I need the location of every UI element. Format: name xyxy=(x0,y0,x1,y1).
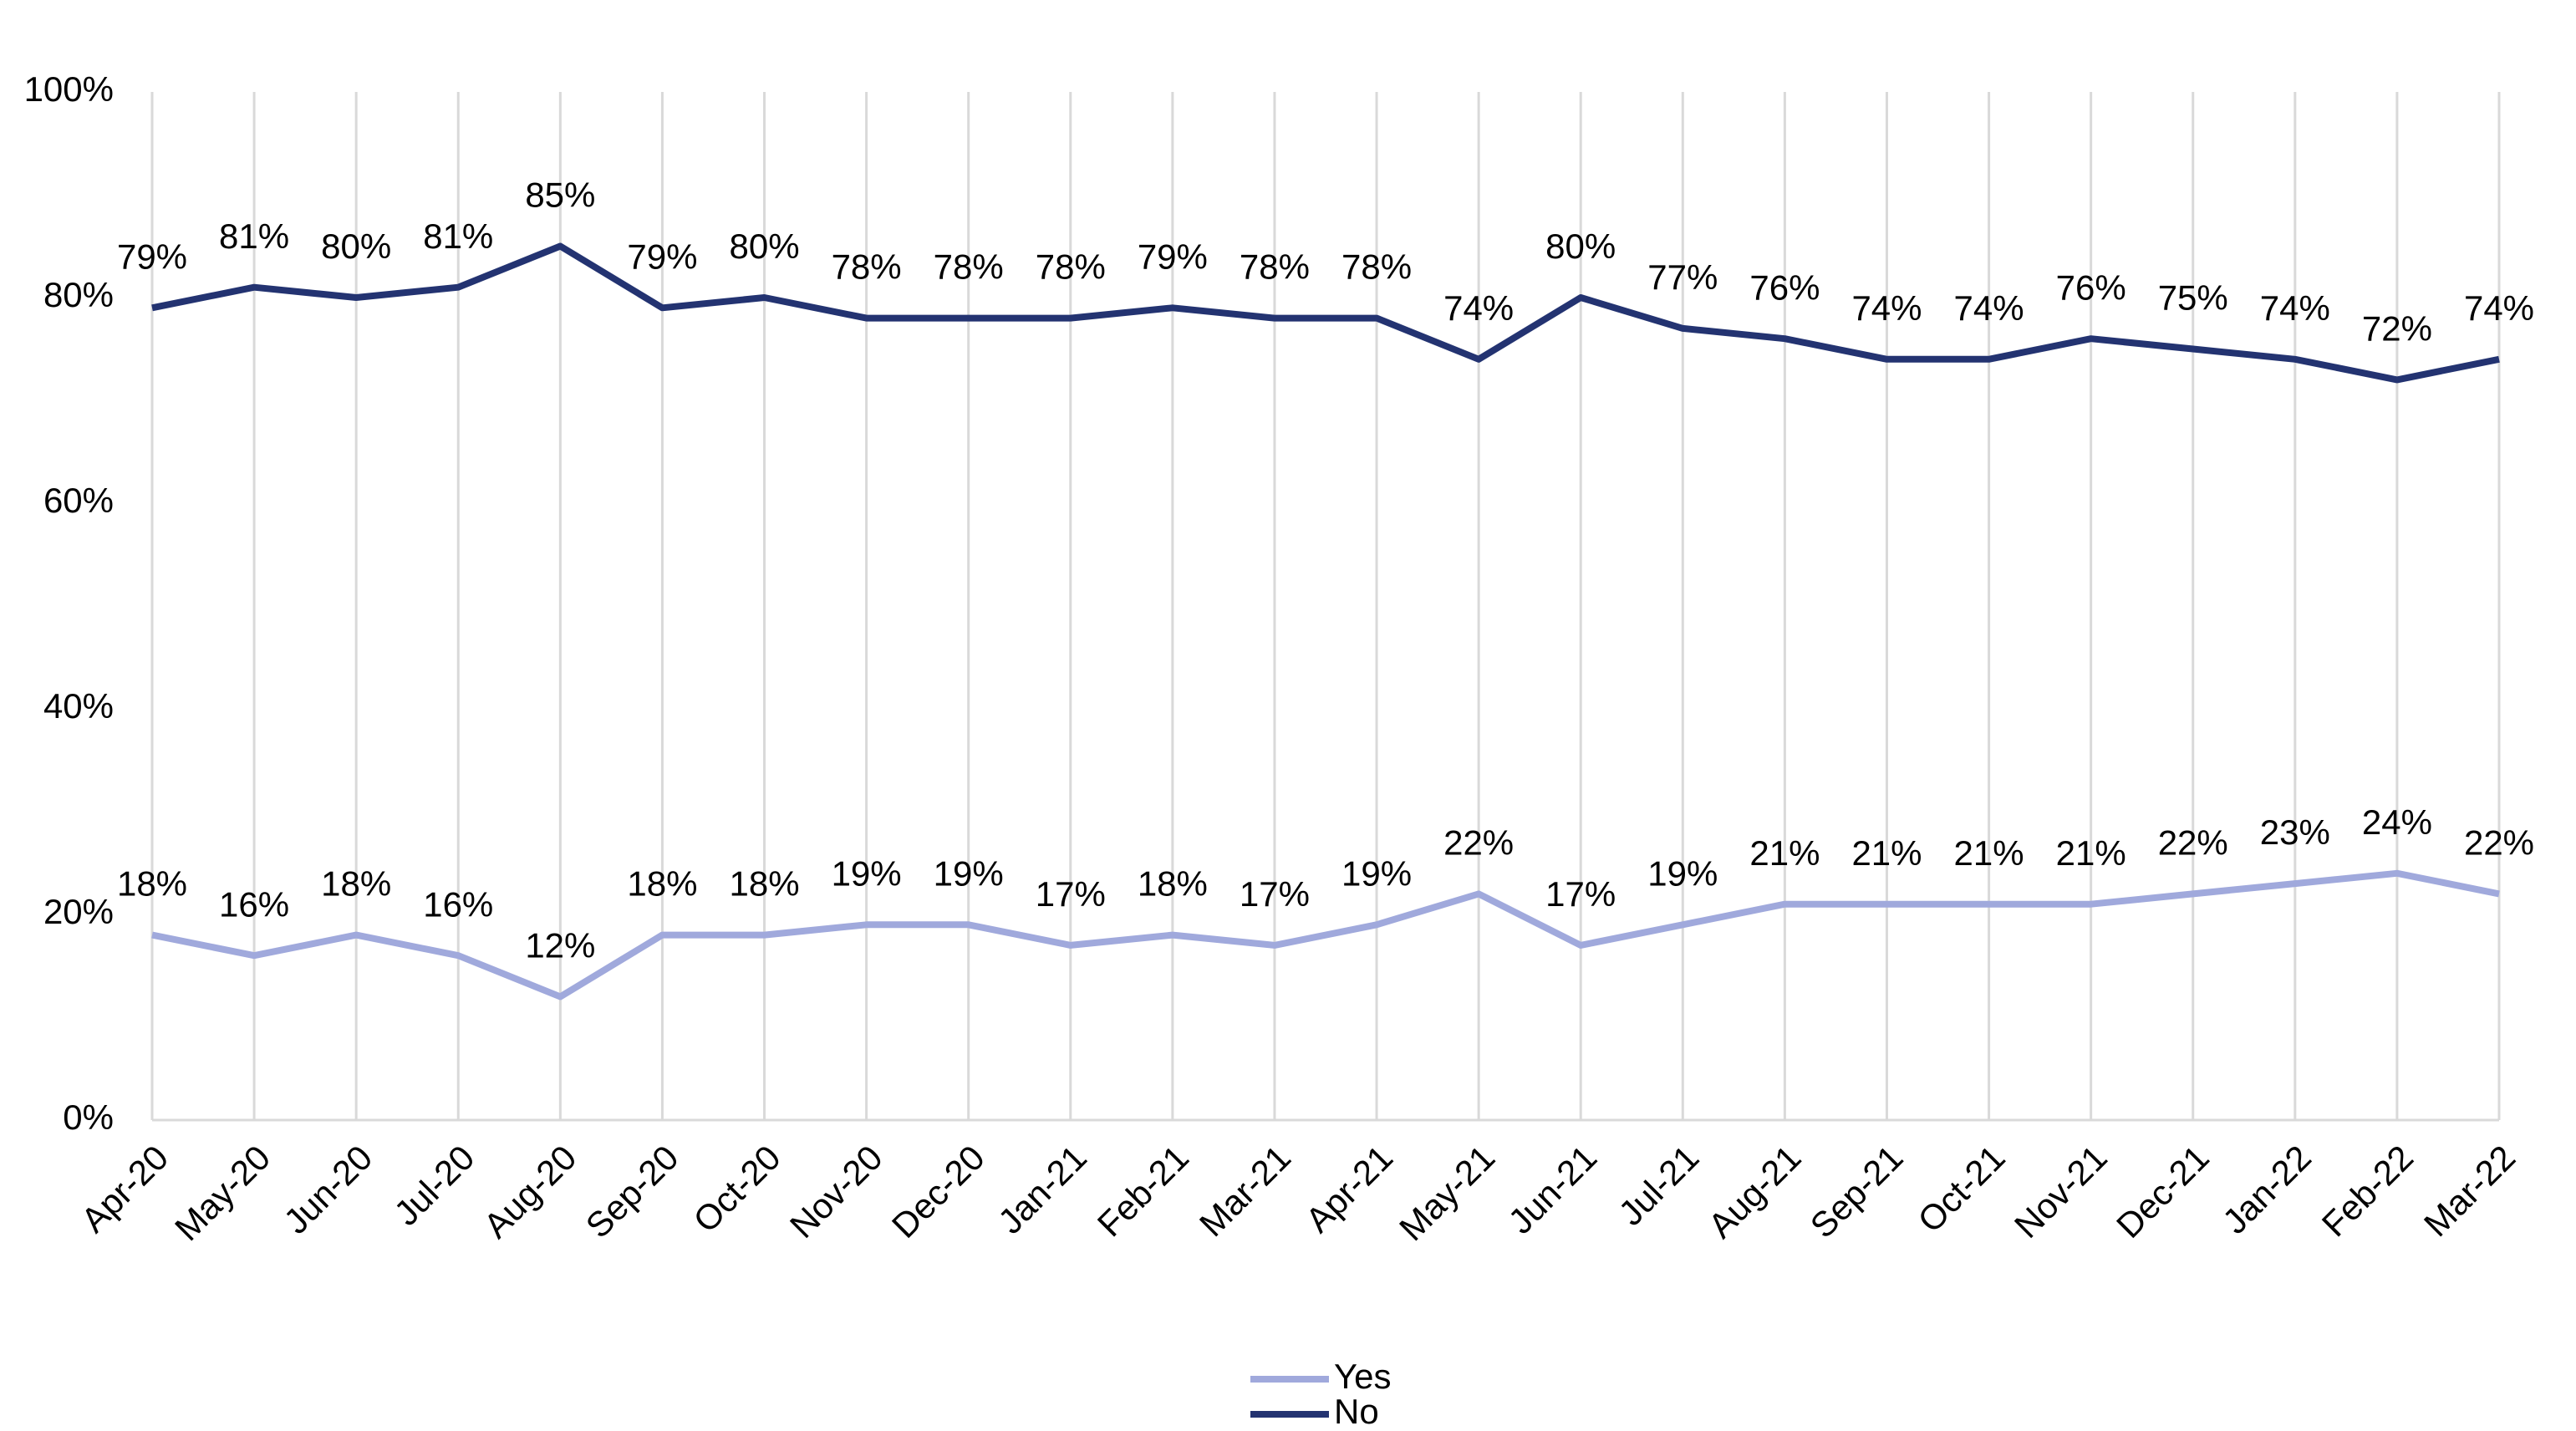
data-label: 19% xyxy=(1341,853,1412,893)
data-label: 24% xyxy=(2362,802,2432,842)
legend-label: Yes xyxy=(1334,1357,1392,1396)
data-label: 81% xyxy=(219,216,289,256)
data-label: 74% xyxy=(1851,288,1922,328)
x-tick-label: Aug-20 xyxy=(476,1138,584,1245)
data-label: 16% xyxy=(423,884,493,924)
data-label: 23% xyxy=(2260,812,2330,852)
y-tick-label: 60% xyxy=(43,481,114,520)
series-line xyxy=(151,242,2500,384)
x-tick-label: Mar-22 xyxy=(2416,1138,2523,1244)
x-tick-label: Oct-21 xyxy=(1910,1138,2012,1240)
x-tick-label: Aug-21 xyxy=(1701,1138,1809,1245)
data-label: 17% xyxy=(1036,874,1106,914)
x-tick-label: Apr-20 xyxy=(74,1138,176,1240)
x-tick-label: Oct-20 xyxy=(685,1138,787,1240)
data-label: 74% xyxy=(1443,288,1514,328)
data-label: 78% xyxy=(1036,247,1106,287)
data-label: 76% xyxy=(1749,267,1820,307)
data-label: 22% xyxy=(2464,822,2534,862)
x-tick-label: Jun-20 xyxy=(276,1138,379,1241)
data-label: 78% xyxy=(934,247,1004,287)
x-tick-label: Jun-21 xyxy=(1500,1138,1604,1241)
data-label: 18% xyxy=(627,864,697,904)
data-label: 21% xyxy=(1749,833,1820,873)
data-label: 79% xyxy=(1138,237,1208,276)
data-label: 21% xyxy=(1851,833,1922,873)
data-label: 16% xyxy=(219,884,289,924)
data-label: 77% xyxy=(1647,257,1718,297)
y-tick-label: 20% xyxy=(43,892,114,931)
data-label: 72% xyxy=(2362,308,2432,348)
data-label: 78% xyxy=(1240,247,1310,287)
x-tick-label: Mar-21 xyxy=(1192,1138,1298,1244)
y-tick-label: 0% xyxy=(63,1097,114,1137)
data-label: 18% xyxy=(1138,864,1208,904)
data-label: 18% xyxy=(729,864,799,904)
x-tick-label: Jul-20 xyxy=(386,1138,481,1233)
data-label: 79% xyxy=(117,237,187,276)
x-tick-label: Sep-20 xyxy=(578,1138,686,1245)
data-label: 80% xyxy=(729,227,799,266)
x-tick-label: Apr-21 xyxy=(1298,1138,1400,1240)
data-label: 74% xyxy=(2260,288,2330,328)
data-label: 85% xyxy=(525,176,595,215)
x-tick-label: Nov-20 xyxy=(782,1138,890,1245)
x-tick-label: Jul-21 xyxy=(1611,1138,1706,1233)
data-label: 19% xyxy=(1647,853,1718,893)
x-tick-label: Dec-21 xyxy=(2109,1138,2217,1245)
data-label: 19% xyxy=(832,853,902,893)
data-label: 18% xyxy=(321,864,391,904)
data-label: 74% xyxy=(1954,288,2024,328)
x-tick-label: Jan-21 xyxy=(990,1138,1094,1241)
x-tick-label: Feb-21 xyxy=(1090,1138,1196,1244)
y-tick-label: 40% xyxy=(43,686,114,726)
data-label: 74% xyxy=(2464,288,2534,328)
data-label: 78% xyxy=(832,247,902,287)
data-label: 21% xyxy=(1954,833,2024,873)
y-tick-label: 80% xyxy=(43,275,114,314)
y-tick-label: 100% xyxy=(24,69,114,109)
x-tick-label: Feb-22 xyxy=(2314,1138,2421,1244)
x-tick-label: Dec-20 xyxy=(884,1138,992,1245)
data-label: 22% xyxy=(1443,822,1514,862)
data-label: 18% xyxy=(117,864,187,904)
data-label: 17% xyxy=(1545,874,1616,914)
x-tick-label: Sep-21 xyxy=(1803,1138,1911,1245)
x-tick-label: May-20 xyxy=(167,1138,277,1248)
x-tick-label: Nov-21 xyxy=(2007,1138,2115,1245)
data-label: 12% xyxy=(525,925,595,965)
x-tick-label: Jan-22 xyxy=(2215,1138,2319,1241)
data-label: 78% xyxy=(1341,247,1412,287)
data-label: 19% xyxy=(934,853,1004,893)
legend-label: No xyxy=(1334,1392,1379,1431)
data-label: 75% xyxy=(2158,278,2228,318)
data-label: 22% xyxy=(2158,822,2228,862)
data-label: 80% xyxy=(1545,227,1616,266)
data-label: 17% xyxy=(1240,874,1310,914)
data-label: 21% xyxy=(2056,833,2126,873)
data-label: 79% xyxy=(627,237,697,276)
x-tick-label: May-21 xyxy=(1392,1138,1502,1248)
series-line xyxy=(151,869,2500,1001)
data-label: 76% xyxy=(2056,267,2126,307)
data-label: 80% xyxy=(321,227,391,266)
data-label: 81% xyxy=(423,216,493,256)
